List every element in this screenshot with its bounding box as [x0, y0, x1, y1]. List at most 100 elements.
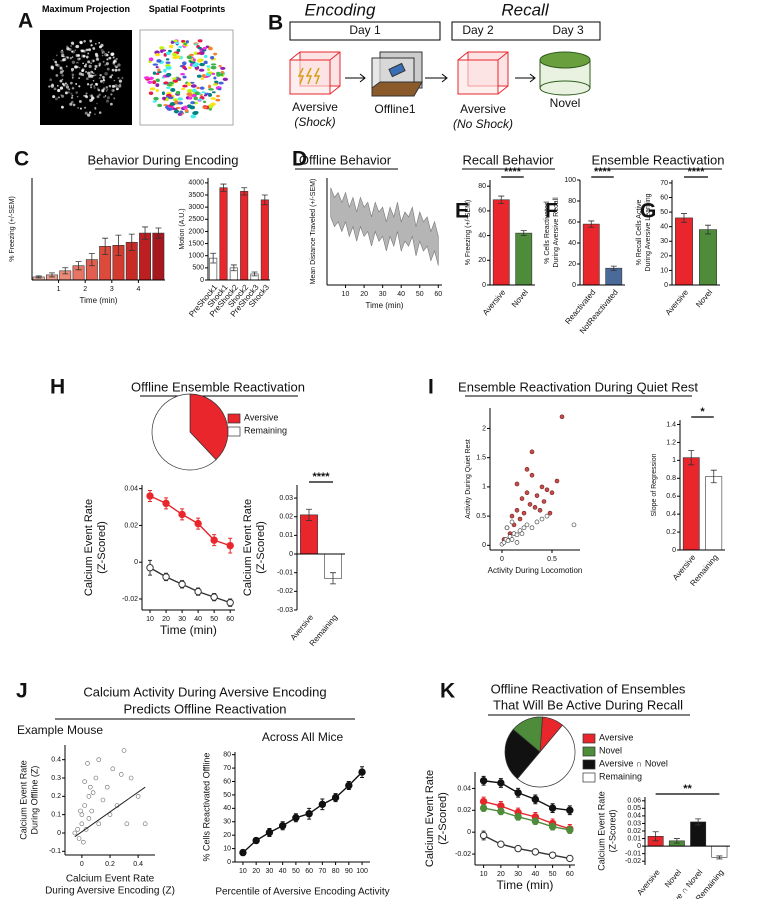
y-tick-label: 0.05 — [627, 805, 641, 812]
x-axis-label: Activity During Locomotion — [488, 566, 583, 575]
cell-dot — [100, 48, 104, 52]
panel-heading: Behavior During Encoding — [87, 152, 238, 167]
panel-letter: J — [16, 680, 28, 703]
cell-dot — [50, 66, 54, 70]
series-line — [149, 495, 231, 547]
cell-dot — [68, 88, 71, 91]
cell-dot — [87, 60, 91, 64]
cell-dot — [63, 55, 65, 58]
x-tick-label: Novel — [694, 288, 714, 310]
x-tick-label: 70 — [318, 868, 326, 875]
cell-dot — [94, 67, 97, 70]
cell-dot — [77, 57, 81, 61]
cell-dot — [101, 75, 105, 79]
y-tick-label: 0.02 — [457, 807, 471, 814]
x-tick-label: 30 — [178, 616, 186, 623]
y-tick-label: 0.01 — [627, 835, 641, 842]
cell-dot — [70, 92, 73, 95]
y-tick-label: 0 — [134, 559, 138, 566]
cell-dot — [65, 65, 68, 68]
footprint — [157, 103, 163, 108]
y-tick-label: 0.8 — [666, 475, 676, 482]
marker — [252, 836, 260, 845]
cell-dot — [61, 74, 64, 77]
cell-dot — [61, 55, 64, 58]
cell-dot — [70, 81, 73, 85]
cell-dot — [105, 62, 109, 66]
footprint — [207, 84, 212, 89]
panel-heading: That Will Be Active During Recall — [493, 697, 683, 712]
arrow — [515, 73, 536, 83]
cell-dot — [108, 84, 112, 88]
cell-dot — [99, 74, 102, 77]
cell-dot — [105, 90, 108, 92]
footprint — [166, 84, 173, 87]
marker — [479, 797, 488, 806]
footprint — [190, 84, 197, 88]
x-tick-label: 20 — [162, 616, 170, 623]
footprint — [195, 52, 202, 55]
footprint — [210, 63, 217, 66]
x-tick-label: 100 — [356, 868, 368, 875]
bar — [260, 199, 269, 281]
marker — [331, 793, 340, 802]
point — [539, 484, 545, 490]
point — [107, 812, 113, 817]
marker — [514, 844, 522, 853]
footprint — [175, 55, 181, 59]
error-bar — [705, 224, 711, 235]
cell-dot — [98, 111, 102, 114]
panel-letter: A — [18, 10, 33, 33]
footprint — [201, 91, 206, 94]
footprint — [169, 44, 174, 49]
cell-dot — [94, 106, 97, 109]
footprint — [157, 68, 161, 72]
y-tick-label: 1 — [672, 457, 676, 464]
marker — [239, 848, 247, 857]
cell-dot — [101, 89, 105, 93]
cell-dot — [87, 74, 92, 78]
marker — [146, 492, 154, 500]
x-tick-label: 10 — [480, 871, 488, 878]
cell-dot — [54, 97, 58, 101]
legend-label: Remaining — [599, 771, 642, 781]
y-tick-label: 4000 — [188, 180, 204, 187]
cell-dot — [91, 96, 95, 100]
legend-label: Aversive ∩ Novel — [599, 758, 668, 768]
y-axis-label: Calcium Event Rate — [18, 760, 28, 840]
footprint — [152, 100, 157, 103]
error-bar — [330, 572, 336, 585]
y-tick-label: -0.01 — [277, 570, 293, 577]
cell-dot — [90, 86, 93, 89]
point — [135, 794, 141, 799]
panel-heading: Calcium Activity During Aversive Encodin… — [83, 684, 326, 699]
panel-heading: Predicts Offline Reactivation — [123, 701, 286, 716]
cell-dot — [75, 45, 78, 48]
error-bar — [220, 183, 227, 192]
point — [86, 816, 92, 821]
error-bar — [716, 855, 723, 860]
y-axis-label: Calcium Event Rate — [424, 770, 436, 867]
cell-dot — [74, 65, 78, 69]
point — [509, 519, 515, 525]
y-tick-label: 1.4 — [666, 421, 676, 428]
error-bar — [588, 220, 595, 228]
point — [90, 790, 96, 795]
x-tick-label: 60 — [226, 616, 234, 623]
cell-dot — [55, 74, 59, 77]
y-tick-label: 0 — [637, 843, 641, 850]
y-tick-label: 0 — [672, 547, 676, 554]
footprint — [210, 97, 216, 100]
y-axis-label: Slope of Regression — [651, 453, 658, 516]
day-label: Day 2 — [462, 23, 494, 37]
y-tick-label: 0.5 — [476, 513, 486, 520]
series-line — [483, 800, 571, 830]
point — [72, 830, 78, 836]
marker — [497, 779, 505, 787]
cell-dot — [89, 73, 93, 78]
cell-dot — [89, 98, 93, 102]
point — [571, 522, 577, 528]
y-tick-label: 0.06 — [627, 798, 641, 805]
point — [128, 775, 134, 781]
marker — [162, 573, 170, 581]
